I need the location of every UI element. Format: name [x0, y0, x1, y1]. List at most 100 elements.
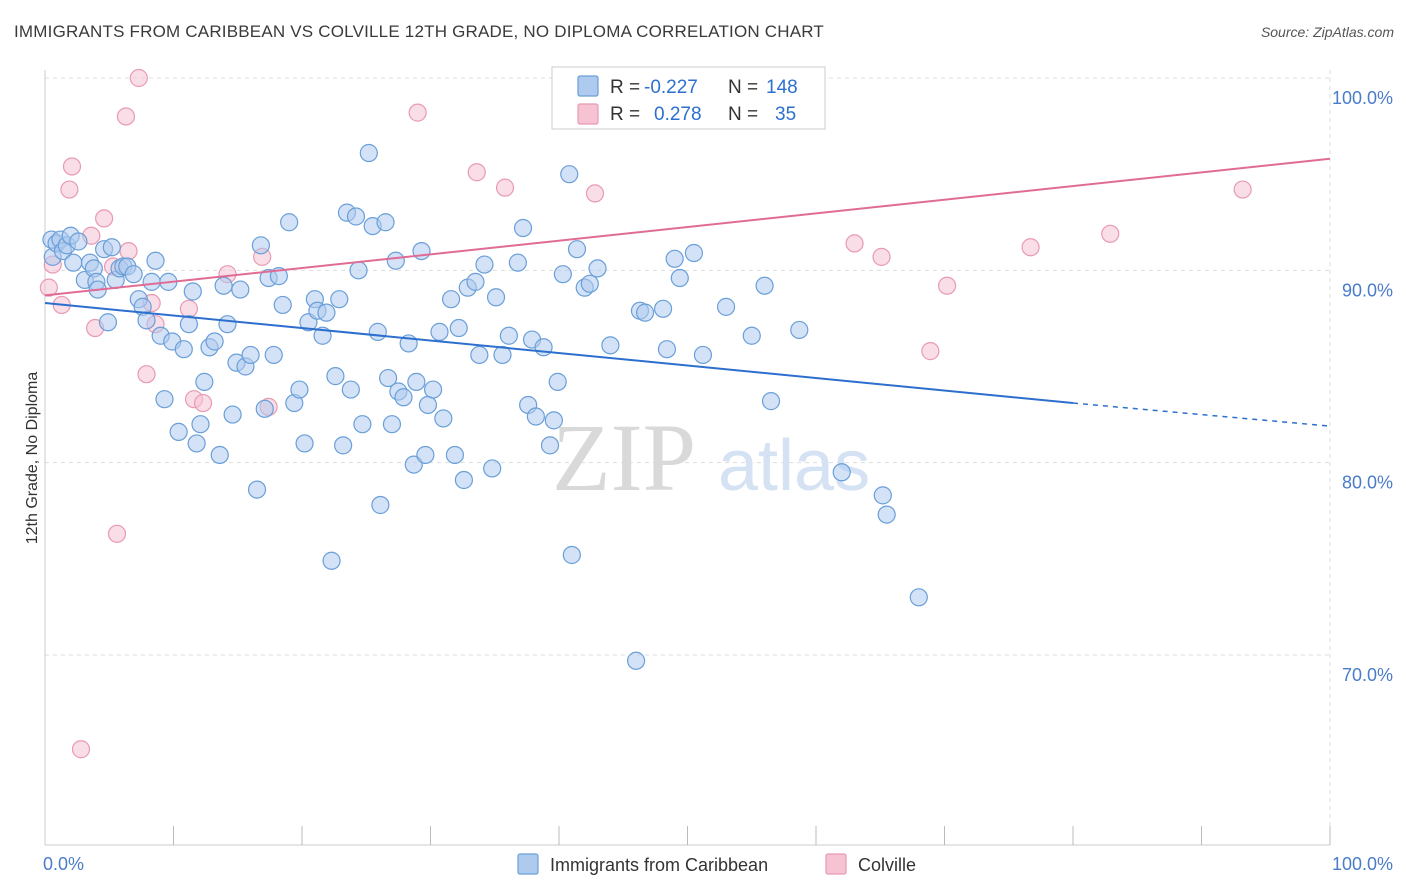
watermark: ZIP atlas — [552, 404, 870, 511]
legend-r-value-blue: -0.227 — [644, 77, 698, 98]
caribbean-point — [195, 372, 214, 391]
caribbean-point — [412, 242, 431, 261]
caribbean-point — [137, 311, 156, 330]
colville-point — [1233, 180, 1252, 199]
caribbean-point — [449, 318, 468, 338]
caribbean-point — [376, 213, 395, 232]
colville-points — [39, 68, 1252, 759]
colville-point — [495, 178, 515, 197]
caribbean-point — [742, 326, 761, 345]
caribbean-point — [102, 238, 121, 257]
caribbean-point — [548, 372, 567, 391]
colville-point — [872, 247, 891, 266]
caribbean-point — [693, 345, 713, 365]
caribbean-point — [513, 218, 533, 238]
colville-point — [39, 278, 58, 297]
caribbean-point — [761, 392, 781, 411]
legend-n-value-blue: 148 — [766, 77, 798, 98]
caribbean-point — [214, 276, 233, 295]
x-tick-label: 0.0% — [43, 854, 84, 874]
caribbean-point — [832, 463, 851, 482]
colville-point — [107, 524, 127, 543]
colville-point — [129, 68, 148, 88]
caribbean-point — [334, 436, 353, 455]
caribbean-point — [346, 207, 366, 226]
caribbean-point — [183, 282, 202, 301]
caribbean-point — [418, 395, 438, 415]
colville-point — [137, 365, 156, 384]
caribbean-point — [601, 336, 620, 355]
caribbean-point — [475, 255, 494, 274]
caribbean-point — [423, 380, 443, 399]
caribbean-point — [247, 480, 267, 499]
x-tick-labels: 0.0% 100.0% — [43, 854, 1393, 874]
legend-box: R = -0.227 N = 148 R = 0.278 N = 35 — [551, 66, 826, 130]
caribbean-point — [626, 651, 646, 670]
caribbean-point — [567, 240, 587, 259]
bottom-legend-swatch-pink — [825, 853, 847, 875]
caribbean-point — [635, 303, 655, 322]
bottom-legend-swatch-blue — [517, 853, 539, 875]
legend-r-value-pink: 0.278 — [654, 104, 702, 125]
y-axis-label: 12th Grade, No Diploma — [24, 372, 41, 545]
caribbean-point — [386, 251, 405, 270]
bottom-legend: Immigrants from Caribbean Colville — [517, 853, 916, 875]
caribbean-point — [368, 322, 387, 341]
caribbean-point — [466, 272, 485, 291]
caribbean-point — [223, 405, 242, 424]
caribbean-point — [273, 295, 292, 315]
caribbean-point — [295, 434, 314, 453]
caribbean-point — [317, 303, 336, 322]
caribbean-point — [313, 326, 332, 345]
trend-lines — [44, 157, 1331, 427]
caribbean-points — [42, 143, 928, 670]
colville-point — [193, 393, 213, 413]
caribbean-point — [540, 436, 560, 455]
caribbean-point — [69, 232, 88, 251]
caribbean-point — [562, 545, 581, 565]
caribbean-point — [560, 165, 579, 184]
colville-point — [116, 107, 136, 126]
caribbean-point — [341, 380, 360, 399]
caribbean-point — [290, 380, 309, 399]
colville-point — [845, 234, 864, 253]
colville-point — [119, 242, 138, 261]
watermark-zip: ZIP — [552, 404, 696, 511]
caribbean-point — [483, 459, 502, 478]
colville-point — [71, 740, 91, 759]
caribbean-point — [416, 445, 435, 465]
caribbean-point — [155, 390, 174, 409]
colville-point — [585, 184, 605, 203]
caribbean-point — [251, 236, 270, 255]
colville-point — [1021, 238, 1040, 257]
caribbean-point — [264, 345, 283, 365]
caribbean-point — [470, 345, 489, 365]
caribbean-point — [349, 261, 368, 280]
colville-point — [60, 180, 79, 199]
caribbean-point — [653, 299, 673, 318]
caribbean-trend-extension — [1072, 402, 1331, 427]
caribbean-point — [665, 249, 684, 268]
caribbean-point — [371, 495, 390, 515]
legend-r-label-blue: R = — [610, 77, 640, 98]
caribbean-point — [382, 415, 402, 434]
y-tick-label: 90.0% — [1342, 280, 1393, 300]
caribbean-point — [359, 143, 378, 163]
caribbean-point — [755, 276, 774, 295]
caribbean-point — [205, 332, 224, 351]
colville-point — [921, 342, 940, 361]
caribbean-point — [146, 251, 165, 270]
caribbean-point — [445, 445, 465, 465]
legend-n-label-blue: N = — [728, 77, 758, 98]
chart-source: Source: ZipAtlas.com — [1260, 24, 1394, 40]
caribbean-point — [909, 588, 928, 607]
caribbean-point — [218, 315, 237, 334]
caribbean-point — [255, 399, 274, 418]
caribbean-point — [588, 259, 607, 278]
caribbean-point — [280, 213, 299, 232]
colville-point — [95, 209, 114, 228]
caribbean-point — [142, 272, 161, 291]
legend-swatch-blue — [577, 75, 599, 97]
caribbean-point — [322, 551, 341, 570]
